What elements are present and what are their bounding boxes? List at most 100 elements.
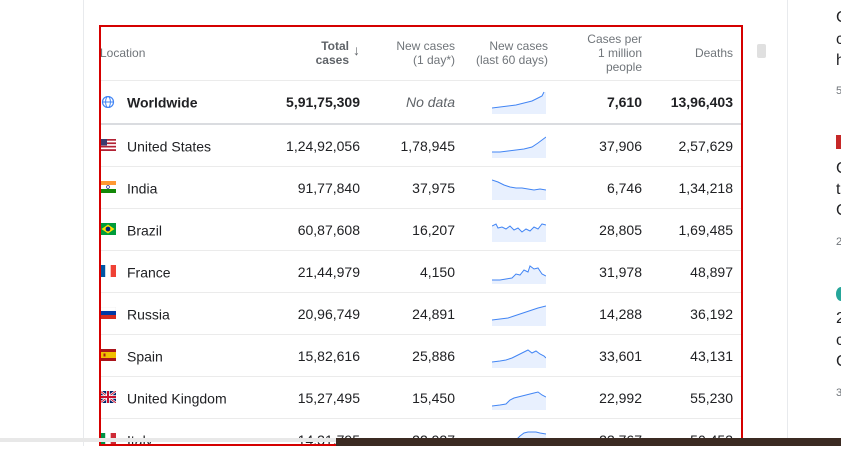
location-cell: Spain — [100, 334, 268, 377]
new-cases-cell: 25,886 — [368, 334, 463, 377]
cases-per-million-cell: 14,288 — [556, 292, 650, 335]
total-cases-cell: 1,24,92,056 — [268, 123, 368, 167]
sparkline-cell — [463, 334, 556, 377]
table-row[interactable]: Russia 20,96,749 24,891 14,288 36,192 — [100, 292, 741, 335]
deaths-cell: 55,230 — [650, 376, 741, 419]
location-cell: United States — [100, 123, 268, 167]
sort-arrow-down-icon[interactable]: ↓ — [353, 42, 360, 58]
table-row[interactable]: United States 1,24,92,056 1,78,945 37,906 2,… — [100, 123, 741, 167]
header-total-cases[interactable]: Total cases ↓ — [315, 39, 360, 67]
location-cell: France — [100, 250, 268, 293]
sparkline-cell — [463, 292, 556, 335]
cases-per-million-cell: 33,601 — [556, 334, 650, 377]
location-name: France — [127, 264, 171, 281]
location-name: United States — [127, 138, 212, 155]
location-cell: Russia — [100, 292, 268, 335]
cases-per-million-cell: 6,746 — [556, 166, 650, 209]
news-meta-fragment: 2 — [836, 236, 841, 248]
sparkline-cell — [463, 376, 556, 419]
total-cases-cell: 60,87,608 — [268, 208, 368, 251]
new-cases-cell: No data — [368, 80, 463, 124]
sparkline — [492, 390, 546, 410]
sparkline — [492, 222, 546, 242]
table-row[interactable]: Brazil 60,87,608 16,207 28,805 1,69,485 — [100, 208, 741, 251]
total-cases-cell: 5,91,75,309 — [268, 80, 368, 124]
sparkline-cell — [463, 250, 556, 293]
location-cell: India — [100, 166, 268, 209]
scrollbar-thumb[interactable] — [757, 44, 766, 58]
news-source-logo-icon — [836, 287, 841, 301]
header-location[interactable]: Location — [100, 46, 146, 60]
header-deaths[interactable]: Deaths — [694, 46, 733, 60]
bottom-blank — [0, 446, 841, 471]
us-flag-icon — [100, 139, 116, 152]
deaths-cell: 1,34,218 — [650, 166, 741, 209]
new-cases-cell: 24,891 — [368, 292, 463, 335]
sparkline — [492, 305, 546, 326]
total-cases-cell: 91,77,840 — [268, 166, 368, 209]
news-title-fragment[interactable]: 2 — [836, 310, 841, 327]
sparkline — [492, 179, 546, 200]
deaths-cell: 36,192 — [650, 292, 741, 335]
cases-per-million-cell: 7,610 — [556, 80, 650, 124]
table-row[interactable]: France 21,44,979 4,150 31,978 48,897 — [100, 250, 741, 293]
news-title-fragment[interactable]: C — [836, 9, 841, 27]
deaths-cell: 13,96,403 — [650, 80, 741, 124]
cases-per-million-cell: 37,906 — [556, 123, 650, 167]
brazil-flag-icon — [100, 223, 116, 236]
sparkline — [492, 348, 546, 368]
location-name: Brazil — [127, 222, 163, 239]
deaths-cell: 1,69,485 — [650, 208, 741, 251]
covid-table-container: Location Total cases ↓ New cases (1 day*) … — [100, 26, 741, 444]
table-row[interactable]: India 91,77,840 37,975 6,746 1,34,218 — [100, 166, 741, 209]
news-source-logo-icon — [836, 135, 841, 149]
location-name: Russia — [127, 306, 170, 323]
news-title-fragment[interactable]: c — [836, 31, 841, 48]
deaths-cell: 48,897 — [650, 250, 741, 293]
location-cell: United Kingdom — [100, 376, 268, 419]
location-name: Worldwide — [127, 94, 198, 111]
location-name: Spain — [127, 348, 163, 365]
table-row[interactable]: Spain 15,82,616 25,886 33,601 43,131 — [100, 334, 741, 377]
news-title-fragment[interactable]: C — [836, 160, 841, 178]
sparkline-cell — [463, 80, 556, 124]
news-title-fragment[interactable]: t — [836, 181, 841, 198]
cases-per-million-cell: 28,805 — [556, 208, 650, 251]
bottom-scroll-track — [0, 438, 336, 442]
total-cases-cell: 20,96,749 — [268, 292, 368, 335]
location-cell: Brazil — [100, 208, 268, 251]
new-cases-cell: 37,975 — [368, 166, 463, 209]
table-header-row: Location Total cases ↓ New cases (1 day*) … — [100, 26, 741, 81]
header-new-cases-60days: New cases (last 60 days) — [475, 39, 548, 67]
sparkline-cell — [463, 208, 556, 251]
russia-flag-icon — [100, 307, 116, 320]
header-new-cases-1day[interactable]: New cases (1 day*) — [396, 39, 455, 67]
cases-per-million-cell: 31,978 — [556, 250, 650, 293]
news-title-fragment[interactable]: C — [836, 353, 841, 371]
sparkline — [492, 91, 546, 114]
new-cases-cell: 16,207 — [368, 208, 463, 251]
france-flag-icon — [100, 265, 116, 278]
sparkline — [492, 264, 546, 284]
new-cases-cell: 1,78,945 — [368, 123, 463, 167]
location-cell: Worldwide — [100, 80, 268, 124]
new-cases-cell: 15,450 — [368, 376, 463, 419]
header-cases-per-million[interactable]: Cases per 1 million people — [587, 32, 642, 74]
total-cases-cell: 15,27,495 — [268, 376, 368, 419]
uk-flag-icon — [100, 391, 116, 404]
table-row[interactable]: United Kingdom 15,27,495 15,450 22,992 55,23… — [100, 376, 741, 419]
news-meta-fragment: 5 — [836, 85, 841, 97]
covid-cases-table: Location Total cases ↓ New cases (1 day*) … — [100, 26, 741, 444]
news-title-fragment[interactable]: C — [836, 202, 841, 220]
location-name: India — [127, 180, 158, 197]
news-title-fragment[interactable]: h — [836, 52, 841, 69]
deaths-cell: 2,57,629 — [650, 123, 741, 167]
table-row-worldwide[interactable]: Worldwide 5,91,75,309 No data 7,610 13,9… — [100, 80, 741, 124]
new-cases-cell: 4,150 — [368, 250, 463, 293]
right-divider — [787, 0, 788, 471]
sparkline — [492, 136, 546, 158]
sparkline-cell — [463, 166, 556, 209]
cases-per-million-cell: 22,992 — [556, 376, 650, 419]
news-title-fragment[interactable]: c — [836, 332, 841, 349]
right-news-column: C c h 5 C t C 2 2 c C 3 — [836, 0, 841, 471]
